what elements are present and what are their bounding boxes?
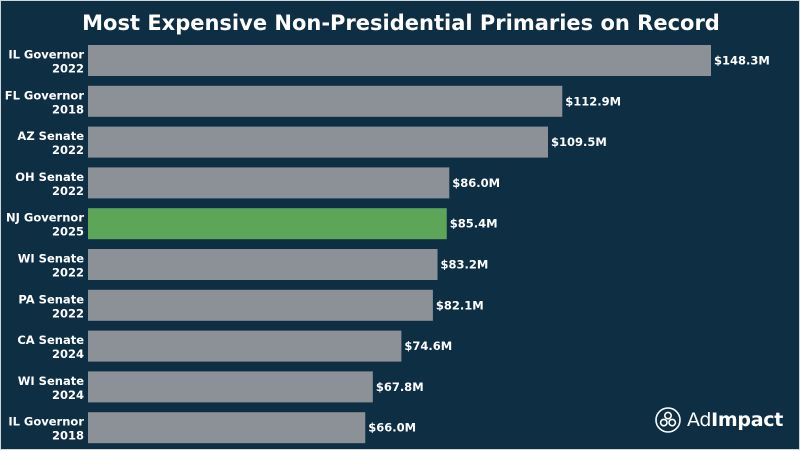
bar-5 bbox=[88, 249, 438, 280]
bar-1 bbox=[88, 85, 563, 117]
category-label-2: AZ Senate 2022 bbox=[17, 129, 84, 157]
adimpact-logo: AdImpact bbox=[655, 407, 783, 433]
value-label-2: $109.5M bbox=[551, 135, 607, 149]
value-label-0: $148.3M bbox=[714, 54, 770, 68]
value-label-5: $83.2M bbox=[441, 258, 489, 272]
bar-4 bbox=[88, 208, 447, 240]
value-label-7: $74.6M bbox=[404, 339, 452, 353]
bar-2 bbox=[88, 126, 549, 158]
value-label-1: $112.9M bbox=[565, 94, 621, 108]
category-label-6: PA Senate 2022 bbox=[18, 292, 84, 320]
category-label-9: IL Governor 2018 bbox=[8, 415, 84, 443]
value-label-9: $66.0M bbox=[368, 421, 416, 435]
category-label-8: WI Senate 2024 bbox=[18, 374, 84, 402]
category-label-7: CA Senate 2024 bbox=[17, 333, 84, 361]
value-label-8: $67.8M bbox=[376, 380, 424, 394]
bar-6 bbox=[88, 289, 433, 321]
bar-8 bbox=[88, 371, 373, 403]
category-label-3: OH Senate 2022 bbox=[15, 170, 84, 198]
category-label-4: NJ Governor 2025 bbox=[6, 211, 84, 239]
bar-7 bbox=[88, 330, 402, 362]
bar-0 bbox=[88, 45, 711, 76]
adimpact-logo-icon bbox=[655, 407, 681, 433]
adimpact-logo-text: AdImpact bbox=[687, 409, 783, 431]
bar-3 bbox=[88, 167, 450, 199]
value-label-3: $86.0M bbox=[452, 176, 500, 190]
logo-text-ad: Ad bbox=[687, 409, 712, 431]
value-label-6: $82.1M bbox=[436, 298, 484, 312]
chart-title: Most Expensive Non-Presidential Primarie… bbox=[82, 11, 720, 35]
bar-9 bbox=[88, 412, 366, 444]
category-label-0: IL Governor 2022 bbox=[8, 48, 84, 76]
logo-text-impact: Impact bbox=[711, 409, 783, 431]
bars-group: IL Governor 2022 $148.3M FL Governor 2018 $11… bbox=[5, 45, 770, 444]
value-label-4: $85.4M bbox=[450, 217, 498, 231]
category-label-1: FL Governor 2018 bbox=[5, 88, 85, 116]
category-label-5: WI Senate 2022 bbox=[18, 252, 84, 280]
